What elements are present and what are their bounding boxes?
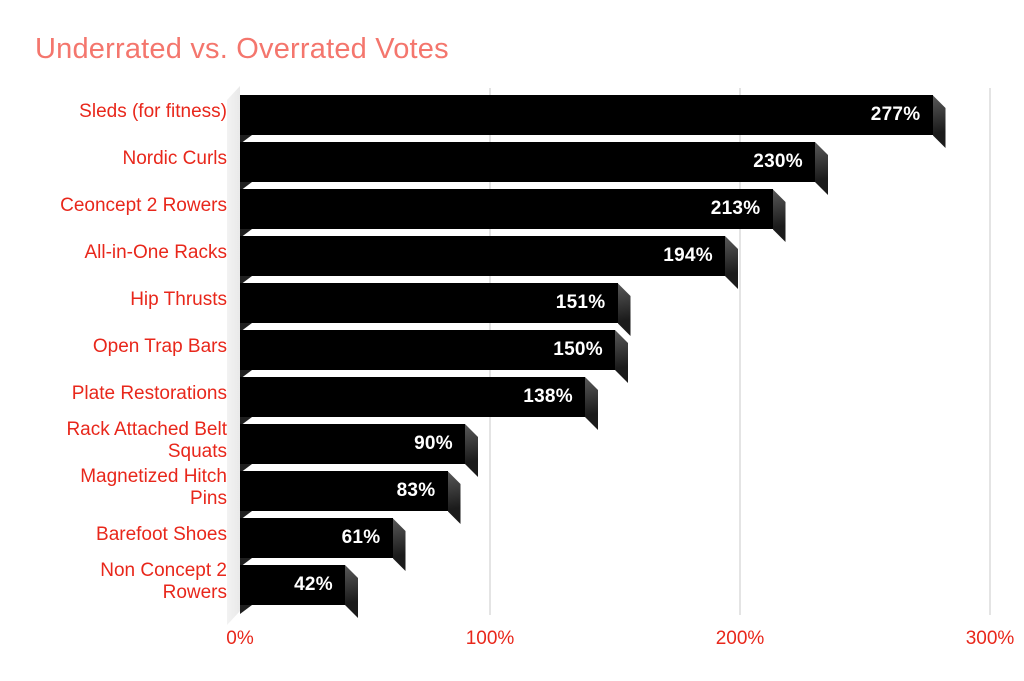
category-label: Open Trap Bars (92, 335, 227, 357)
bar-3d-cap (393, 518, 406, 571)
bar-3d-cap (448, 471, 461, 524)
bar: 230% (240, 142, 815, 182)
bar-3d-cap (933, 95, 946, 148)
bar-3d-cap (585, 377, 598, 430)
category-label: Magnetized Hitch Pins (80, 465, 227, 509)
bar-3d-cap (618, 283, 631, 336)
x-tick-label: 100% (465, 628, 515, 649)
bar-value-label: 230% (753, 151, 803, 172)
bar-3d-foot (240, 370, 252, 379)
bar-value-label: 277% (870, 104, 921, 125)
category-axis: Sleds (for fitness) Nordic Curls Ceoncept … (0, 88, 227, 605)
plot-area: 277% 230% 213% 194% 151% 150% 138% 90% 83% 61% 42% (240, 88, 991, 615)
category-label: Rack Attached Belt Squats (66, 418, 227, 462)
bar: 138% (240, 377, 585, 417)
x-tick-label: 200% (715, 628, 765, 649)
chart-title: Underrated vs. Overrated Votes (35, 33, 449, 65)
bar-value-label: 61% (341, 527, 381, 548)
category-label: Nordic Curls (122, 147, 227, 169)
bar: 194% (240, 236, 725, 276)
bar-3d-cap (345, 565, 358, 618)
bar-3d-foot (240, 464, 252, 473)
category-label: Plate Restorations (71, 382, 227, 404)
bar-value-label: 151% (555, 292, 606, 313)
bar-3d-foot (240, 511, 252, 520)
bar: 61% (240, 518, 393, 558)
bar-3d-cap (815, 142, 828, 195)
category-label: All-in-One Racks (84, 241, 227, 263)
bar-value-label: 83% (396, 480, 436, 501)
gridline (989, 88, 991, 615)
bar-3d-cap (615, 330, 628, 383)
bar-3d-cap (465, 424, 478, 477)
bar-value-label: 138% (523, 386, 573, 407)
bar-value-label: 194% (663, 245, 713, 266)
bar: 213% (240, 189, 773, 229)
category-label: Barefoot Shoes (96, 523, 227, 545)
bar-value-label: 42% (294, 574, 333, 595)
bar-value-label: 90% (414, 433, 453, 454)
bar-3d-foot (240, 558, 252, 567)
bar-value-label: 150% (553, 339, 603, 360)
bar: 90% (240, 424, 465, 464)
axis-wall (227, 86, 240, 625)
bar-3d-foot (240, 229, 252, 238)
x-tick-label: 300% (965, 628, 1015, 649)
bar-3d-foot (240, 417, 252, 426)
bar: 42% (240, 565, 345, 605)
category-label: Ceoncept 2 Rowers (60, 194, 227, 216)
bar-3d-cap (773, 189, 786, 242)
bar-3d-foot (240, 323, 252, 332)
category-label: Hip Thrusts (130, 288, 227, 310)
bar: 151% (240, 283, 618, 323)
bar-3d-foot (240, 276, 252, 285)
x-tick-label: 0% (226, 628, 254, 649)
gridline (739, 88, 741, 615)
x-axis: 0% 100% 200% 300% (0, 628, 1024, 652)
bar: 277% (240, 95, 933, 135)
bar-3d-foot (240, 605, 252, 614)
bar-value-label: 213% (710, 198, 761, 219)
bar: 83% (240, 471, 448, 511)
bar-3d-foot (240, 135, 252, 144)
bar: 150% (240, 330, 615, 370)
bar-3d-foot (240, 182, 252, 191)
category-label: Non Concept 2 Rowers (100, 559, 227, 603)
bar-3d-cap (725, 236, 738, 289)
category-label: Sleds (for fitness) (79, 100, 227, 122)
